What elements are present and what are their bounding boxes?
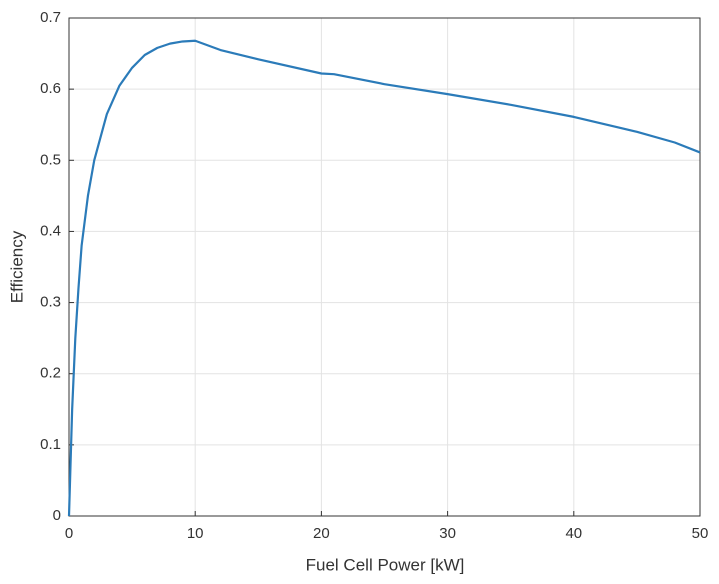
y-tick-label: 0.2 [40, 365, 61, 382]
x-tick-label: 0 [65, 525, 73, 542]
y-tick-label: 0 [53, 507, 61, 524]
x-tick-label: 10 [187, 525, 204, 542]
x-tick-label: 20 [313, 525, 330, 542]
x-tick-label: 40 [565, 525, 582, 542]
y-tick-label: 0.6 [40, 80, 61, 97]
x-tick-label: 30 [439, 525, 456, 542]
y-tick-label: 0.7 [40, 9, 61, 26]
axes-box [68, 17, 701, 517]
x-tick-label: 50 [692, 525, 709, 542]
y-tick-label: 0.1 [40, 436, 61, 453]
y-axis-label: Efficiency [7, 230, 26, 303]
y-tick-label: 0.5 [40, 151, 61, 168]
y-tick-label: 0.3 [40, 294, 61, 311]
line [67, 39, 701, 517]
x-axis-label: Fuel Cell Power [kW] [306, 555, 465, 574]
y-tick-label: 0.4 [40, 222, 61, 239]
